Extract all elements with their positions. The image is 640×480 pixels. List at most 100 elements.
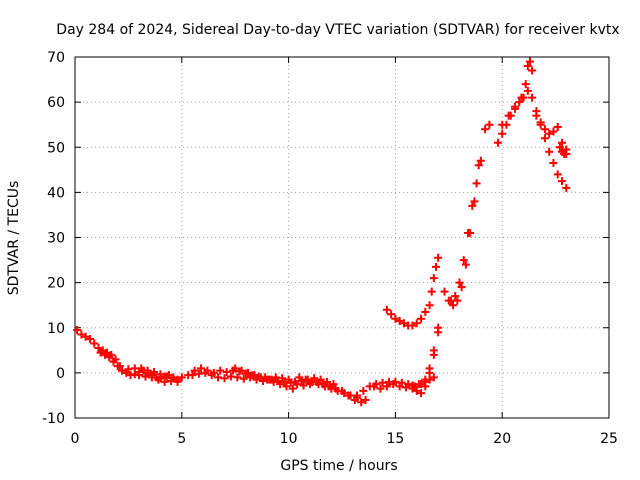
x-axis-label: GPS time / hours <box>280 458 397 474</box>
data-point <box>558 138 567 147</box>
data-point <box>431 262 440 271</box>
data-point <box>515 98 524 107</box>
data-point <box>282 382 291 391</box>
data-point <box>370 382 379 391</box>
grid <box>75 57 609 418</box>
data-point <box>498 120 507 129</box>
data-point <box>421 307 430 316</box>
data-point <box>389 380 398 389</box>
data-point <box>553 170 562 179</box>
data-point <box>412 319 421 328</box>
y-tick-label: 20 <box>47 276 65 292</box>
series-sat-o <box>481 120 494 134</box>
data-point <box>476 156 485 165</box>
data-point <box>359 386 368 395</box>
data-point <box>201 368 210 377</box>
data-point <box>429 373 438 382</box>
data-point <box>545 147 554 156</box>
data-point <box>361 395 370 404</box>
data-point <box>301 375 310 384</box>
data-point <box>220 374 229 383</box>
data-point <box>560 150 569 159</box>
data-point <box>147 373 156 382</box>
data-point <box>256 373 265 382</box>
data-point <box>528 93 537 102</box>
data-point <box>470 197 479 206</box>
data-point <box>481 125 490 134</box>
data-point <box>412 386 421 395</box>
data-point <box>150 367 159 376</box>
data-point <box>143 366 152 375</box>
data-point <box>425 375 434 384</box>
data-point <box>417 389 426 398</box>
data-point <box>457 283 466 292</box>
data-point <box>549 159 558 168</box>
x-tick-label: 15 <box>386 431 404 447</box>
data-point <box>521 80 530 89</box>
data-point <box>493 138 502 147</box>
data-point <box>395 316 404 325</box>
data-point <box>549 127 558 136</box>
data-point <box>399 319 408 328</box>
data-point <box>511 102 520 111</box>
data-point <box>85 335 94 344</box>
series-sat-h <box>295 373 361 402</box>
data-point <box>137 364 146 373</box>
data-point <box>545 129 554 138</box>
data-point <box>532 111 541 120</box>
data-point <box>231 364 240 373</box>
series-sat-s <box>555 143 571 159</box>
data-point <box>113 362 122 371</box>
data-point <box>73 326 82 335</box>
data-point <box>156 370 165 379</box>
data-point <box>498 129 507 138</box>
data-point <box>382 305 391 314</box>
data-point <box>276 380 285 389</box>
y-tick-label: -10 <box>42 411 65 427</box>
data-point <box>162 372 171 381</box>
data-point <box>562 145 571 154</box>
series-sat-i <box>352 323 443 400</box>
data-point <box>387 310 396 319</box>
y-tick-label: 40 <box>47 185 65 201</box>
data-point <box>382 382 391 391</box>
series-sat-a <box>73 326 124 371</box>
data-point <box>233 373 242 382</box>
data-point <box>427 287 436 296</box>
data-point <box>485 120 494 129</box>
data-point <box>239 374 248 383</box>
data-point <box>449 301 458 310</box>
data-point <box>100 350 109 359</box>
series-sat-n <box>446 156 485 305</box>
data-point <box>252 375 261 384</box>
y-tick-label: 50 <box>47 140 65 156</box>
x-tick-label: 20 <box>493 431 511 447</box>
data-point <box>288 384 297 393</box>
series-sat-k <box>382 253 443 330</box>
data-point <box>299 381 308 390</box>
data-point <box>417 314 426 323</box>
data-point <box>188 371 197 380</box>
series-sat-d <box>135 371 182 386</box>
data-point <box>472 179 481 188</box>
data-point <box>540 125 549 134</box>
x-tick-label: 5 <box>177 431 186 447</box>
data-point <box>237 366 246 375</box>
data-point <box>451 292 460 301</box>
y-axis-label: SDTVAR / TECUs <box>6 181 22 296</box>
data-point <box>555 143 564 152</box>
data-point <box>216 366 225 375</box>
series-sat-c <box>117 364 182 384</box>
y-tick-label: 30 <box>47 231 65 247</box>
y-tick-label: 70 <box>47 50 65 66</box>
series-sat-f <box>188 368 338 389</box>
data-point <box>340 389 349 398</box>
data-point <box>446 296 455 305</box>
series-sat-m <box>440 161 483 310</box>
data-points <box>73 57 571 407</box>
data-point <box>459 256 468 265</box>
data-point <box>284 375 293 384</box>
data-point <box>414 380 423 389</box>
axis-ticks: 0 5 10 15 20 25 -10 0 10 20 30 40 50 60 70 <box>42 50 618 447</box>
data-point <box>295 373 304 382</box>
